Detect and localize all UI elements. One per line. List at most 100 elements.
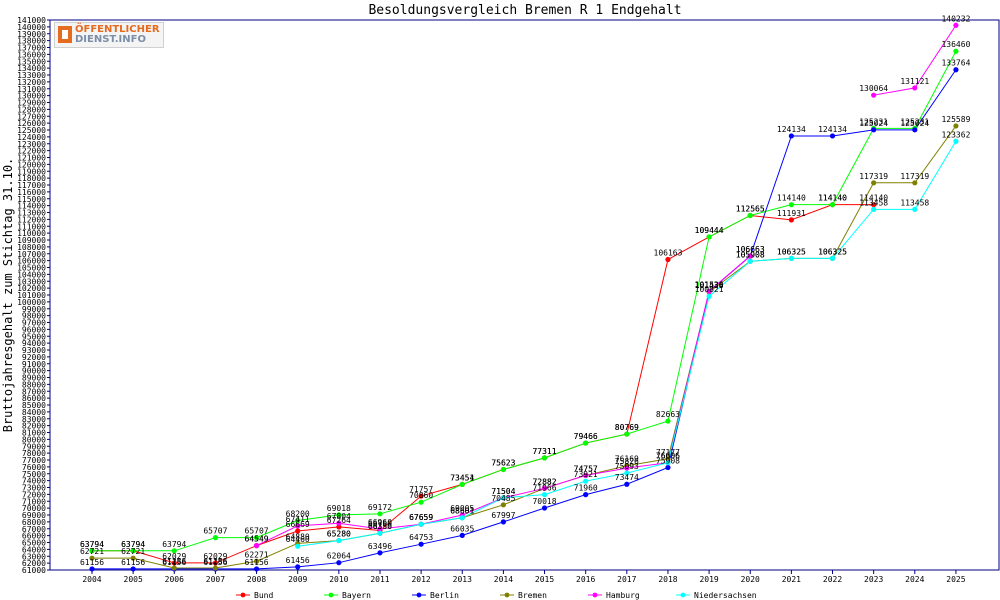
point-niedersachsen: [912, 207, 917, 212]
point-niedersachsen: [377, 531, 382, 536]
legend-label-bayern: Bayern: [342, 591, 371, 600]
data-label-bayern: 65707: [203, 527, 227, 536]
data-label-bayern: 77311: [532, 447, 556, 456]
point-berlin: [789, 133, 794, 138]
logo-line-2: DIENST.INFO: [75, 35, 146, 45]
point-berlin: [912, 127, 917, 132]
data-label-bayern: 109444: [695, 226, 724, 235]
point-berlin: [624, 482, 629, 487]
point-hamburg: [912, 85, 917, 90]
data-label-niedersachsen: 106325: [777, 247, 806, 256]
point-niedersachsen: [295, 544, 300, 549]
point-niedersachsen: [336, 538, 341, 543]
legend-marker-bremen: [505, 593, 510, 598]
point-bund: [789, 217, 794, 222]
x-tick-label: 2015: [535, 575, 554, 584]
data-label-bayern: 63794: [162, 540, 186, 549]
x-axis-ticks: 2004 2005 2006 2007 2008 2009 2010 2011 2012 2013…: [82, 570, 965, 584]
point-bayern: [377, 511, 382, 516]
y-tick-label: 141000: [17, 16, 46, 25]
data-label-niedersachsen: 76606: [656, 452, 680, 461]
data-label-hamburg: 67411: [286, 515, 310, 524]
point-bayern: [213, 535, 218, 540]
data-label-hamburg: 131121: [900, 77, 929, 86]
point-berlin: [89, 566, 94, 571]
data-label-bremen: 117319: [859, 172, 888, 181]
data-label-hamburg: 140232: [941, 14, 970, 23]
data-label-berlin: 61156: [80, 558, 104, 567]
data-label-bayern: 114140: [777, 194, 806, 203]
data-label-berlin: 67997: [491, 511, 515, 520]
legend: Bund Bayern Berlin Bremen Hamburg Niedersachs…: [236, 591, 757, 600]
data-label-hamburg: 64549: [245, 535, 269, 544]
point-bayern: [953, 49, 958, 54]
data-label-berlin: 125024: [859, 119, 888, 128]
x-tick-label: 2020: [741, 575, 760, 584]
point-bayern: [419, 500, 424, 505]
data-label-niedersachsen: 71504: [491, 487, 515, 496]
data-label-berlin: 125024: [900, 119, 929, 128]
point-berlin: [501, 519, 506, 524]
point-berlin: [871, 127, 876, 132]
legend-label-niedersachsen: Niedersachsen: [694, 591, 757, 600]
point-niedersachsen: [953, 139, 958, 144]
data-label-hamburg: 130064: [859, 84, 888, 93]
point-bremen: [953, 123, 958, 128]
x-tick-label: 2022: [823, 575, 842, 584]
legend-marker-hamburg: [593, 593, 598, 598]
data-label-niedersachsen: 68601: [450, 507, 474, 516]
point-niedersachsen: [830, 256, 835, 261]
data-label-berlin: 71960: [574, 484, 598, 493]
series-lines: [92, 25, 956, 569]
data-label-niedersachsen: 113458: [859, 198, 888, 207]
legend-label-hamburg: Hamburg: [606, 591, 640, 600]
legend-marker-niedersachsen: [681, 593, 686, 598]
legend-label-bund: Bund: [254, 591, 273, 600]
data-label-bayern: 112565: [736, 204, 765, 213]
point-berlin: [953, 67, 958, 72]
legend-label-bremen: Bremen: [518, 591, 547, 600]
legend-label-berlin: Berlin: [430, 591, 459, 600]
point-berlin: [665, 465, 670, 470]
point-bayern: [542, 455, 547, 460]
x-tick-label: 2016: [576, 575, 595, 584]
data-label-niedersachsen: 71966: [532, 484, 556, 493]
point-niedersachsen: [748, 259, 753, 264]
point-bund: [665, 257, 670, 262]
x-tick-label: 2004: [82, 575, 101, 584]
point-berlin: [131, 566, 136, 571]
data-label-bund: 106163: [654, 249, 683, 258]
series-points: [89, 23, 958, 572]
data-label-niedersachsen: 105908: [736, 250, 765, 259]
y-axis-label: Bruttojahresgehalt zum Stichtag 31.10.: [1, 158, 15, 433]
x-tick-label: 2011: [370, 575, 389, 584]
point-bayern: [830, 202, 835, 207]
x-tick-label: 2023: [864, 575, 883, 584]
x-tick-label: 2008: [247, 575, 266, 584]
point-bayern: [501, 467, 506, 472]
data-label-bremen: 62721: [121, 547, 145, 556]
data-label-berlin: 73474: [615, 473, 639, 482]
data-label-bremen: 61286: [203, 557, 227, 566]
data-label-berlin: 61156: [121, 558, 145, 567]
data-label-bremen: 125589: [941, 115, 970, 124]
data-label-bund: 111931: [777, 209, 806, 218]
point-bremen: [912, 180, 917, 185]
data-label-niedersachsen: 113458: [900, 198, 929, 207]
point-bayern: [748, 213, 753, 218]
data-label-berlin: 66035: [450, 524, 474, 533]
data-label-bayern: 79466: [574, 432, 598, 441]
x-tick-label: 2009: [288, 575, 307, 584]
x-tick-label: 2019: [699, 575, 718, 584]
x-tick-label: 2018: [658, 575, 677, 584]
data-label-berlin: 124134: [777, 125, 806, 134]
point-niedersachsen: [460, 515, 465, 520]
x-tick-label: 2021: [782, 575, 801, 584]
point-hamburg: [254, 543, 259, 548]
point-berlin: [830, 133, 835, 138]
point-berlin: [295, 564, 300, 569]
data-label-berlin: 62064: [327, 552, 351, 561]
data-label-niedersachsen: 106325: [818, 247, 847, 256]
chart-title: Besoldungsvergleich Bremen R 1 Endgehalt: [368, 3, 681, 18]
point-bayern: [665, 418, 670, 423]
